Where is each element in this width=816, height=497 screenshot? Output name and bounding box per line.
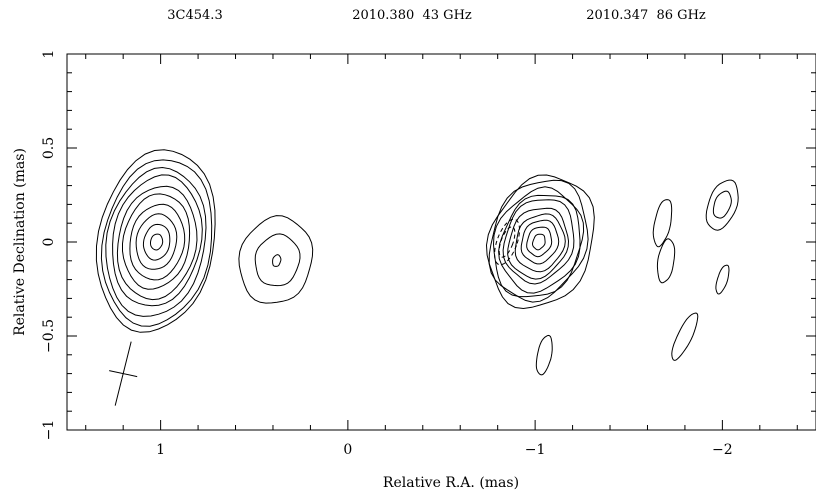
contour-line: [142, 223, 171, 261]
negative-contour: [498, 226, 516, 258]
x-tick-label: 0: [343, 442, 352, 458]
contour-line: [492, 186, 585, 298]
contour-line: [652, 199, 673, 248]
contour-line: [254, 233, 301, 287]
y-tick-label: −0.5: [41, 319, 57, 353]
y-tick-label: 0: [41, 238, 57, 247]
contour-line: [531, 233, 546, 251]
contour-line: [150, 233, 164, 251]
contour-line: [671, 312, 699, 361]
contour-line: [95, 149, 216, 333]
contour-line: [105, 166, 207, 317]
contour-line: [135, 213, 178, 270]
contour-line: [502, 199, 575, 285]
contour-line: [122, 193, 191, 290]
y-tick-label: −1: [41, 420, 57, 441]
contour-line: [712, 190, 732, 219]
axis-ticks: 1 0 −1 −2 −1 −0.5 0 0.5 1: [41, 50, 816, 458]
plot-frame: [66, 53, 816, 431]
source-name: 3C454.3: [167, 8, 222, 23]
contour-line: [488, 179, 589, 303]
x-axis-label: Relative R.A. (mas): [383, 475, 519, 491]
contour-line: [715, 264, 730, 295]
y-axis-label: Relative Declination (mas): [12, 148, 28, 336]
contour-line: [112, 174, 203, 307]
beam-marker: [109, 341, 138, 406]
y-tick-label: 1: [41, 50, 57, 59]
x-tick-label: −2: [712, 442, 733, 458]
contour-line: [656, 238, 676, 284]
contour-line: [238, 215, 314, 304]
contour-line: [520, 219, 560, 265]
contour-line: [272, 254, 282, 267]
contour-layer: [95, 149, 739, 376]
y-tick-label: 0.5: [41, 137, 57, 159]
contour-line: [514, 213, 566, 273]
negative-contour: [494, 218, 521, 266]
x-tick-label: 1: [156, 442, 165, 458]
epoch-86ghz: 2010.347 86 GHz: [586, 8, 706, 23]
contour-line: [116, 185, 198, 301]
x-tick-label: −1: [525, 442, 546, 458]
contour-line: [705, 179, 739, 231]
contour-line: [507, 207, 570, 280]
contour-line: [129, 203, 186, 281]
contour-line: [526, 226, 553, 258]
contour-line: [485, 174, 595, 310]
beam-minor-axis: [109, 370, 138, 378]
contour-line: [535, 334, 553, 376]
epoch-43ghz: 2010.380 43 GHz: [352, 8, 472, 23]
contour-line: [100, 159, 213, 327]
